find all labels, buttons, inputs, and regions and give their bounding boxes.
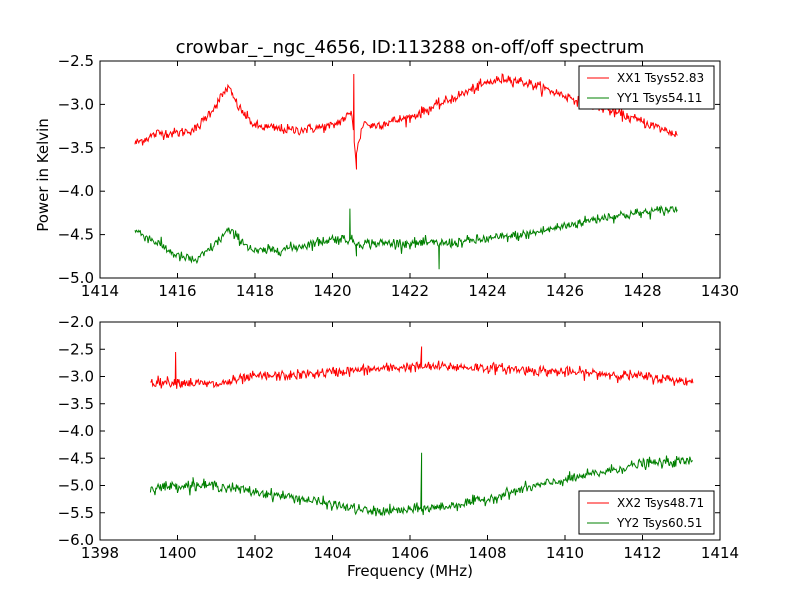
x-tick-label: 1412 (623, 544, 661, 562)
y-tick-label: −3.0 (58, 95, 94, 113)
x-tick-label: 1428 (623, 282, 661, 300)
legend: XX2 Tsys48.71 YY2 Tsys60.51 (578, 490, 715, 535)
y-tick-label: −4.0 (58, 422, 94, 440)
y-tick-label: −4.5 (58, 449, 94, 467)
legend-label: XX1 Tsys52.83 (617, 71, 704, 85)
x-tick-label: 1426 (546, 282, 584, 300)
y-tick-label: −4.0 (58, 182, 94, 200)
legend-label: YY1 Tsys54.11 (616, 91, 702, 105)
legend-box (578, 65, 715, 110)
y-tick-label: −2.5 (58, 52, 94, 70)
x-tick-label: 1418 (236, 282, 274, 300)
x-tick-label: 1416 (158, 282, 196, 300)
chart-title: crowbar_-_ngc_4656, ID:113288 on-off/off… (176, 37, 645, 58)
x-tick-label: 1424 (468, 282, 506, 300)
y-tick-label: −3.5 (58, 395, 94, 413)
x-tick-label: 1422 (391, 282, 429, 300)
series-line-0-1 (134, 204, 678, 270)
series-line-1-0 (150, 346, 694, 389)
x-tick-label: 1398 (81, 544, 119, 562)
x-tick-label: 1410 (546, 544, 584, 562)
x-tick-label: 1406 (391, 544, 429, 562)
x-tick-label: 1414 (81, 282, 119, 300)
y-tick-label: −3.0 (58, 368, 94, 386)
y-tick-label: −5.0 (58, 477, 94, 495)
x-tick-label: 1404 (313, 544, 351, 562)
legend: XX1 Tsys52.83 YY1 Tsys54.11 (578, 65, 715, 110)
x-tick-label: 1420 (313, 282, 351, 300)
x-tick-label: 1402 (236, 544, 274, 562)
y-tick-label: −2.5 (58, 340, 94, 358)
y-tick-label: −5.0 (58, 269, 94, 287)
y-tick-label: −3.5 (58, 139, 94, 157)
legend-label: YY2 Tsys60.51 (616, 516, 702, 530)
bottom-panel: 1398 1400 1402 1404 1406 1408 1410 1412 1414 −2.0… (58, 313, 740, 562)
y-tick-label: −6.0 (58, 531, 94, 549)
y-tick-label: −4.5 (58, 226, 94, 244)
series-line-1-1 (149, 452, 694, 517)
top-panel: 1414 1416 1418 1420 1422 1424 1426 1428 1430 −2.5… (58, 52, 740, 300)
top-y-axis-label: Power in Kelvin (34, 118, 52, 232)
legend-box (578, 490, 715, 535)
y-tick-label: −2.0 (58, 313, 94, 331)
x-tick-label: 1400 (158, 544, 196, 562)
legend-label: XX2 Tsys48.71 (617, 496, 704, 510)
x-tick-label: 1414 (701, 544, 739, 562)
bottom-x-axis-label: Frequency (MHz) (347, 562, 473, 580)
y-tick-label: −5.5 (58, 504, 94, 522)
x-tick-label: 1408 (468, 544, 506, 562)
x-tick-label: 1430 (701, 282, 739, 300)
